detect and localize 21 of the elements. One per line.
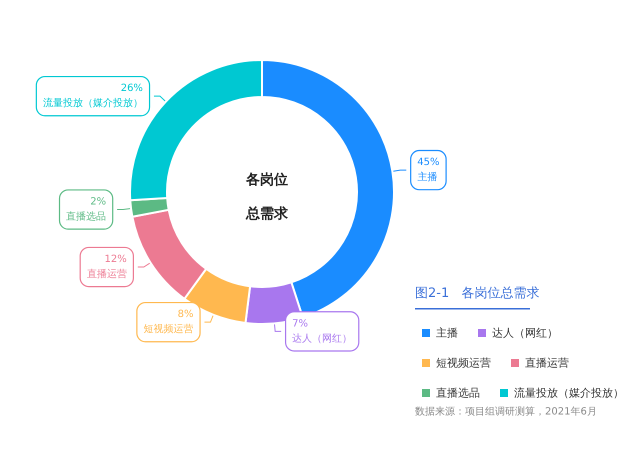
slice-label: 流量投放（媒介投放） <box>42 97 143 110</box>
legend-title: 图2-1 各岗位总需求 <box>415 286 540 301</box>
slice-label: 达人（网红） <box>292 332 352 344</box>
legend-label: 达人（网红） <box>492 326 558 340</box>
slice-label: 短视频运营 <box>143 323 194 336</box>
source-note: 数据来源：项目组调研测算，2021年6月 <box>415 406 597 418</box>
data-label: 2% <box>90 196 106 208</box>
data-label: 8% <box>178 309 194 320</box>
data-label: 45% <box>417 157 440 168</box>
legend-label: 直播选品 <box>436 386 480 400</box>
legend-label: 直播运营 <box>525 356 569 370</box>
legend-label: 流量投放（媒介投放） <box>514 386 624 400</box>
slice-label: 直播运营 <box>86 268 127 280</box>
slice-label: 直播选品 <box>66 210 106 223</box>
chart-title: 各岗位总需求 <box>246 172 288 222</box>
data-label: 26% <box>120 83 143 94</box>
legend-label: 主播 <box>436 326 458 340</box>
data-label: 7% <box>292 318 308 330</box>
data-label: 12% <box>104 254 127 266</box>
slice-label: 主播 <box>417 171 438 184</box>
legend-label: 短视频运营 <box>436 356 491 370</box>
